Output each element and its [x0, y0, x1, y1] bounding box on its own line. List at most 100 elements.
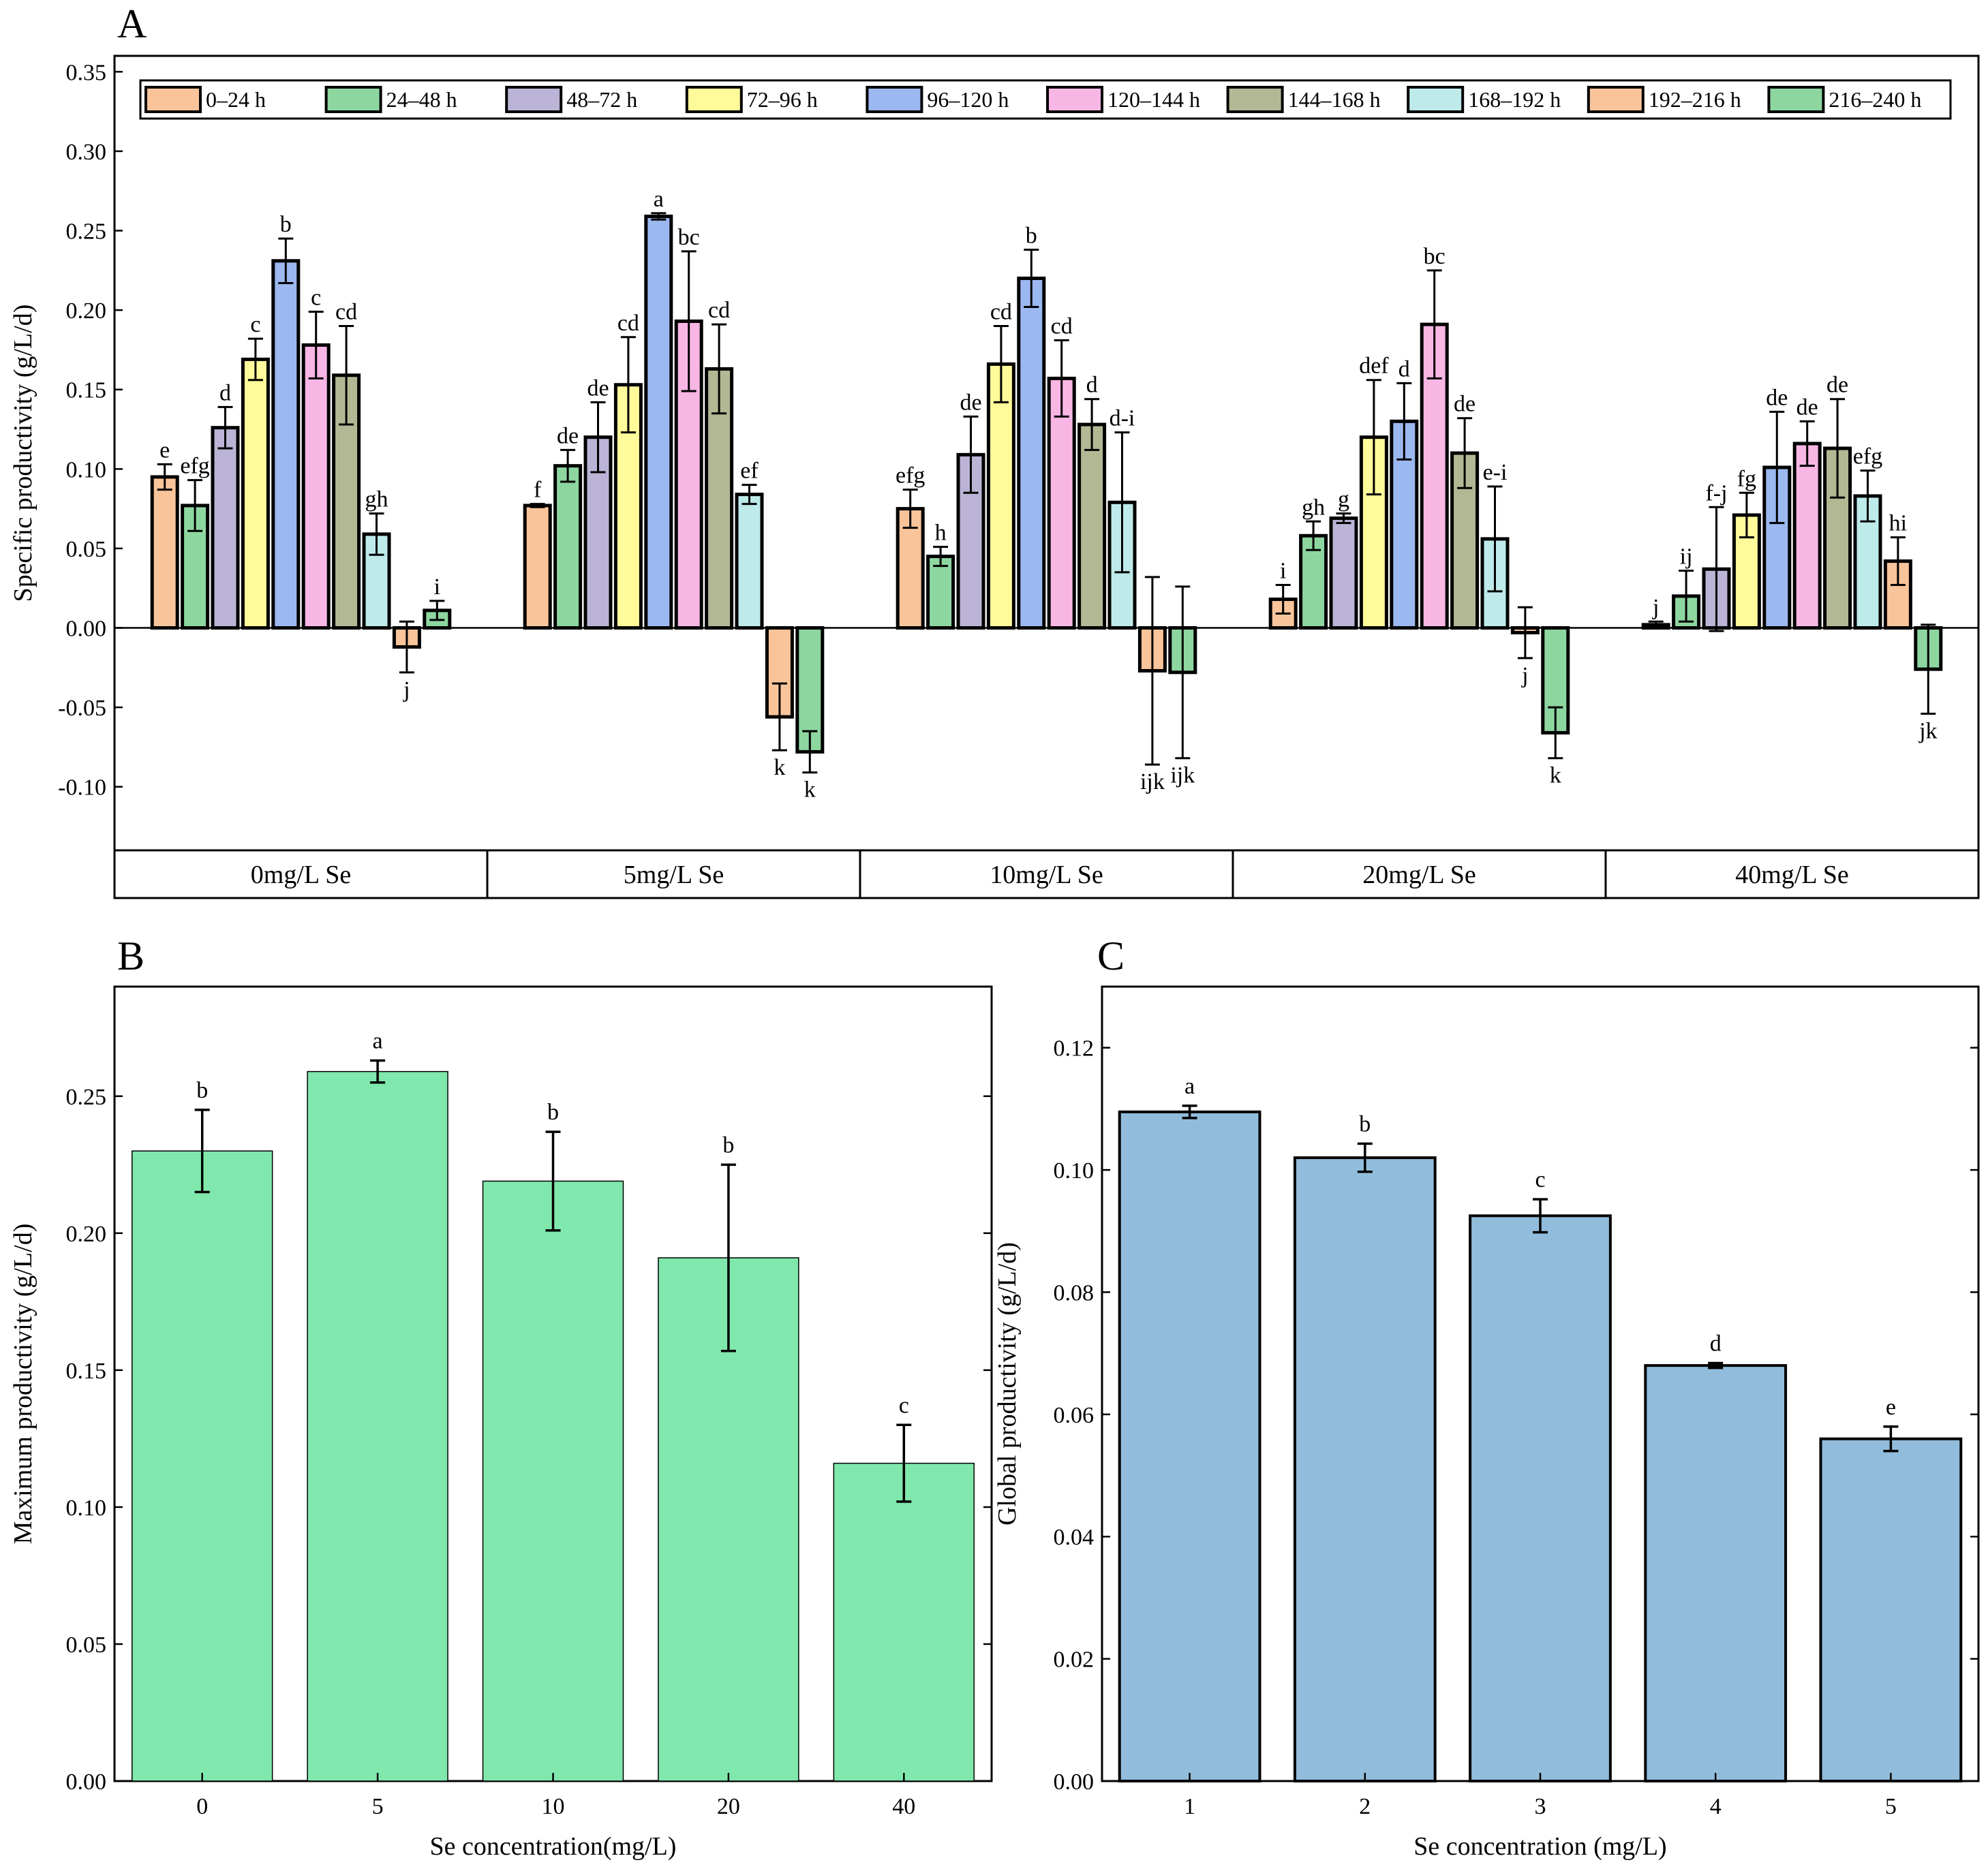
y-tick-label: 0.05 [66, 537, 107, 562]
significance-label: e [159, 437, 170, 463]
significance-label: ijk [1170, 763, 1195, 788]
legend-swatch [324, 86, 382, 113]
significance-label: bc [678, 225, 700, 250]
y-tick-label: 0.15 [66, 1359, 107, 1384]
significance-label: efg [180, 454, 209, 479]
significance-label: b [280, 212, 292, 237]
significance-label: e [1886, 1395, 1896, 1420]
panel-c-label: C [1097, 933, 1125, 978]
y-tick-label: 0.25 [66, 1085, 107, 1110]
y-tick-label: 0.20 [66, 1222, 107, 1247]
significance-label: f [534, 478, 542, 503]
y-tick-label: -0.05 [58, 696, 106, 721]
significance-label: h [935, 521, 947, 546]
legend-label: 144–168 h [1288, 87, 1381, 112]
significance-label: de [960, 390, 981, 415]
x-tick-label: 3 [1535, 1794, 1546, 1819]
legend-label: 0–24 h [206, 87, 266, 112]
y-tick-label: 0.20 [66, 298, 107, 324]
bar [1329, 516, 1358, 630]
legend-swatch [505, 86, 563, 113]
legend-label: 216–240 h [1829, 87, 1921, 112]
legend-label: 120–144 h [1107, 87, 1200, 112]
significance-label: efg [1853, 444, 1882, 469]
bar [1077, 422, 1107, 630]
significance-label: e-i [1483, 460, 1508, 485]
legend-label: 24–48 h [386, 87, 457, 112]
y-tick-label: 0.00 [1054, 1769, 1095, 1795]
significance-label: j [1652, 595, 1659, 620]
panel-a: -0.10 -0.05 0.00 0.05 0.10 0.15 0.20 0.25 0.30 0.… [9, 55, 1980, 899]
significance-label: gh [365, 487, 388, 512]
significance-label: jk [1918, 718, 1937, 743]
legend-swatch [144, 86, 202, 113]
bar [956, 452, 985, 630]
significance-label: j [1521, 663, 1528, 688]
significance-label: de [587, 375, 609, 401]
x-tick-label: 5 [372, 1794, 384, 1819]
significance-label: k [1550, 763, 1561, 788]
significance-label: cd [708, 298, 730, 323]
y-tick-label: -0.10 [58, 775, 106, 801]
group-strip [113, 849, 1980, 899]
x-axis-label: Se concentration (mg/L) [1413, 1832, 1666, 1861]
x-tick-label: 1 [1184, 1794, 1195, 1819]
bar [1469, 1214, 1612, 1783]
significance-label: de [1826, 373, 1848, 398]
legend-label: 48–72 h [566, 87, 637, 112]
bar [1293, 1156, 1437, 1782]
bar [1017, 276, 1046, 630]
significance-label: j [403, 677, 410, 702]
significance-label: b [547, 1100, 559, 1125]
significance-label: c [1535, 1167, 1545, 1192]
significance-label: d [1710, 1331, 1722, 1357]
y-tick-label: 0.02 [1054, 1648, 1095, 1673]
x-tick-label: 40 [892, 1794, 915, 1819]
bar [271, 259, 301, 630]
significance-label: c [311, 285, 321, 310]
significance-label: de [1796, 395, 1818, 420]
panel-c: 0.00 0.02 0.04 0.06 0.08 0.10 0.12 Global produ… [993, 985, 1980, 1861]
plot-frame [113, 55, 1980, 852]
significance-label: de [1766, 385, 1788, 410]
x-tick-label: 2 [1359, 1794, 1371, 1819]
significance-label: a [1184, 1074, 1195, 1099]
significance-label: c [899, 1393, 909, 1418]
y-axis-label: Specific productivity (g/L/d) [9, 305, 37, 602]
bar [735, 493, 764, 630]
significance-label: b [1026, 223, 1037, 249]
legend-swatch [1226, 86, 1284, 113]
bar [482, 1180, 624, 1782]
y-tick-label: 0.04 [1054, 1525, 1095, 1550]
x-tick-label: 0 [196, 1794, 208, 1819]
bar [1644, 1364, 1788, 1782]
bar [553, 464, 583, 630]
significance-label: k [804, 777, 816, 803]
bar [211, 426, 240, 630]
significance-label: fg [1737, 466, 1756, 491]
legend-swatch [1046, 86, 1103, 113]
significance-label: ijk [1140, 769, 1165, 794]
significance-label: b [196, 1078, 208, 1103]
significance-label: a [654, 187, 664, 212]
y-tick-label: 0.05 [66, 1633, 107, 1658]
significance-label: def [1359, 354, 1389, 379]
legend-label: 168–192 h [1468, 87, 1561, 112]
panel-a-label: A [117, 1, 147, 46]
y-axis-label: Global productivity (g/L/d) [993, 1242, 1022, 1526]
y-tick-label: 0.10 [1054, 1158, 1095, 1184]
bar [1792, 442, 1822, 630]
significance-label: ef [740, 459, 759, 484]
y-tick-label: 0.08 [1054, 1280, 1095, 1305]
bar [241, 357, 270, 630]
bar [1819, 1437, 1963, 1783]
y-tick-label: 0.06 [1054, 1403, 1095, 1428]
bar [523, 504, 552, 630]
y-tick-label: 0.12 [1054, 1036, 1095, 1062]
bar [926, 555, 955, 630]
significance-label: efg [896, 463, 925, 489]
significance-label: f-j [1705, 480, 1727, 506]
significance-label: de [1454, 392, 1475, 417]
bar [644, 215, 673, 630]
y-tick-label: 0.10 [66, 1496, 107, 1521]
